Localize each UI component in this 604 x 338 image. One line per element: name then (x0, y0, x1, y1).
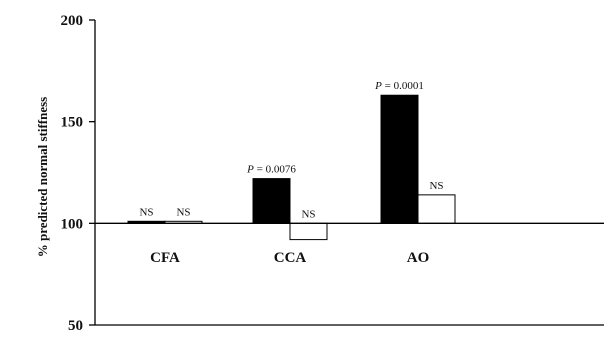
y-axis-label: % predicted normal stiffness (35, 97, 50, 257)
category-label-cca: CCA (274, 250, 307, 266)
p-value: = 0.0001 (382, 80, 424, 92)
annotation-cca-series2: NS (301, 208, 315, 220)
plot-area: 50 100 150 200 CFA CCA AO NS NS P = 0.0076 NS P = 0… (61, 13, 604, 333)
bar-ao-series1 (381, 95, 418, 223)
y-tick-label: 200 (61, 13, 84, 29)
bar-cca-series2 (290, 223, 327, 239)
annotation-ao-series1: P = 0.0001 (374, 80, 424, 92)
category-label-ao: AO (407, 250, 430, 266)
annotation-cfa-series1: NS (139, 206, 153, 218)
y-tick-label: 50 (68, 318, 83, 333)
bar-ao-series2 (418, 195, 455, 223)
bar-cca-series1 (253, 179, 290, 224)
annotation-cfa-series2: NS (176, 206, 190, 218)
annotation-cca-series1: P = 0.0076 (246, 164, 296, 176)
category-label-cfa: CFA (150, 250, 180, 266)
y-tick-label: 100 (61, 216, 84, 232)
y-tick-label: 150 (61, 115, 84, 131)
annotation-ao-series2: NS (429, 180, 443, 192)
p-value: = 0.0076 (254, 164, 296, 176)
